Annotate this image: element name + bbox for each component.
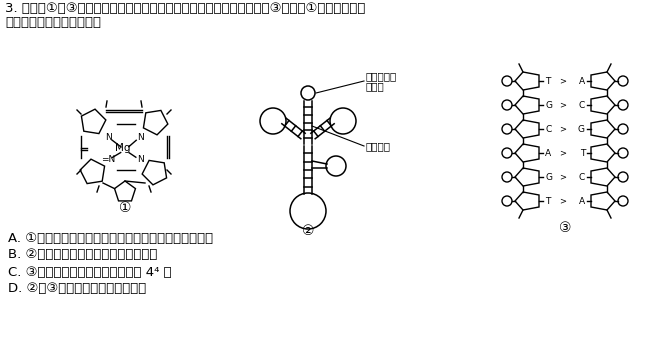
Text: C: C <box>579 172 585 182</box>
Text: ③: ③ <box>559 221 571 235</box>
Text: C: C <box>579 100 585 110</box>
Text: 结合氨基酸: 结合氨基酸 <box>366 71 397 81</box>
Text: ②: ② <box>302 224 314 238</box>
Text: C: C <box>545 124 551 134</box>
Text: A: A <box>579 196 585 206</box>
Text: 段。下列有关说法错误的是: 段。下列有关说法错误的是 <box>5 16 101 29</box>
Text: C. ③所示片段的熇基排列顺序共有 4⁴ 种: C. ③所示片段的熇基排列顺序共有 4⁴ 种 <box>8 266 172 279</box>
Text: T: T <box>545 76 550 86</box>
Text: A: A <box>545 148 551 158</box>
Text: G: G <box>545 172 552 182</box>
Text: G: G <box>545 100 552 110</box>
Text: A: A <box>579 76 585 86</box>
Text: G: G <box>578 124 585 134</box>
Text: A. ①体现了无机盐是细胞必不可少的某些化合物的成分: A. ①体现了无机盐是细胞必不可少的某些化合物的成分 <box>8 232 213 244</box>
Text: N: N <box>137 155 143 165</box>
Text: B. ②在基因表达的翻译过程中发挥作用: B. ②在基因表达的翻译过程中发挥作用 <box>8 248 157 262</box>
Text: >: > <box>559 124 567 134</box>
Text: Mg: Mg <box>115 143 131 153</box>
Text: >: > <box>559 172 567 182</box>
Text: T: T <box>579 148 585 158</box>
Text: 熇基配对: 熇基配对 <box>366 141 391 151</box>
Text: >: > <box>559 100 567 110</box>
Text: >: > <box>559 196 567 206</box>
Text: =N: =N <box>101 155 115 165</box>
Text: D. ②与③相比特有的熇基是尿噘啶: D. ②与③相比特有的熇基是尿噘啶 <box>8 283 147 295</box>
Text: ①: ① <box>119 201 131 215</box>
Text: 3. 下图中①～③表示的是生物体内３种有机分子的局部或整体结构图，③是指导①合成的分子片: 3. 下图中①～③表示的是生物体内３种有机分子的局部或整体结构图，③是指导①合成… <box>5 2 366 15</box>
Text: 的部位: 的部位 <box>366 81 385 91</box>
Text: >: > <box>559 76 567 86</box>
Text: N: N <box>137 132 143 142</box>
Text: >: > <box>559 148 567 158</box>
Text: N: N <box>105 132 111 142</box>
Text: T: T <box>545 196 550 206</box>
